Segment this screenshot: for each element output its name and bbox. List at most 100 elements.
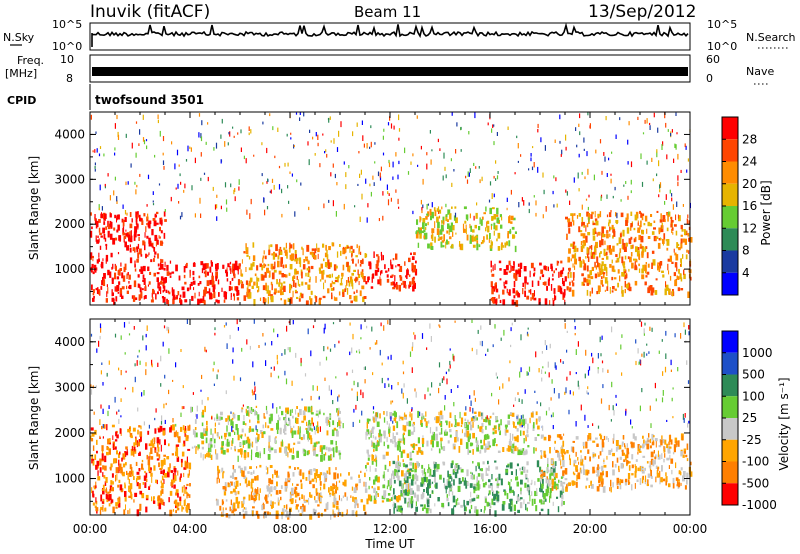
heatmap-cell <box>221 441 224 446</box>
heatmap-cell <box>307 406 311 413</box>
heatmap-cell <box>666 239 670 246</box>
heatmap-cell <box>401 416 404 421</box>
heatmap-cell <box>373 251 375 258</box>
heatmap-cell <box>312 422 314 427</box>
heatmap-cell <box>597 353 599 359</box>
heatmap-cell <box>618 465 620 471</box>
heatmap-cell <box>94 149 96 153</box>
heatmap-cell <box>398 284 401 292</box>
heatmap-cell <box>204 263 207 270</box>
heatmap-cell <box>403 383 405 388</box>
heatmap-cell <box>611 224 614 230</box>
heatmap-cell <box>630 190 632 194</box>
heatmap-cell <box>240 129 242 134</box>
heatmap-cell <box>363 276 366 283</box>
heatmap-cell <box>619 233 622 238</box>
heatmap-cell <box>329 348 332 352</box>
heatmap-cell <box>665 194 667 200</box>
heatmap-cell <box>450 486 452 491</box>
heatmap-cell <box>649 445 652 449</box>
heatmap-cell <box>606 173 608 177</box>
heatmap-cell <box>183 493 185 497</box>
heatmap-cell <box>121 290 123 297</box>
heatmap-cell <box>116 450 118 455</box>
heatmap-cell <box>686 169 688 173</box>
heatmap-cell <box>584 373 586 379</box>
heatmap-cell <box>427 203 429 206</box>
heatmap-cell <box>403 432 405 436</box>
heatmap-cell <box>413 252 416 256</box>
heatmap-cell <box>197 283 200 286</box>
heatmap-cell <box>359 290 362 297</box>
heatmap-cell <box>524 389 526 394</box>
heatmap-cell <box>387 356 389 360</box>
heatmap-cell <box>395 461 398 469</box>
heatmap-cell <box>293 430 297 435</box>
heatmap-cell <box>98 219 101 223</box>
heatmap-cell <box>637 222 639 226</box>
heatmap-cell <box>107 410 109 417</box>
heatmap-cell <box>588 194 590 198</box>
heatmap-cell <box>153 500 156 504</box>
heatmap-cell <box>656 236 659 239</box>
heatmap-cell <box>136 440 139 448</box>
heatmap-cell <box>586 390 588 394</box>
heatmap-cell <box>349 295 352 300</box>
heatmap-cell <box>453 355 455 362</box>
heatmap-cell <box>523 466 526 473</box>
heatmap-cell <box>116 474 118 481</box>
heatmap-cell <box>311 253 314 258</box>
heatmap-cell <box>599 435 603 440</box>
heatmap-cell <box>304 373 307 377</box>
heatmap-cell <box>410 252 412 255</box>
heatmap-cell <box>664 288 667 296</box>
heatmap-cell <box>423 235 426 239</box>
heatmap-cell <box>99 435 101 439</box>
heatmap-cell <box>600 196 602 201</box>
heatmap-cell <box>430 246 434 250</box>
heatmap-cell <box>675 254 679 261</box>
heatmap-cell <box>102 484 105 491</box>
heatmap-cell <box>256 466 258 469</box>
heatmap-cell <box>525 449 528 455</box>
heatmap-cell <box>475 212 478 219</box>
heatmap-cell <box>413 284 416 289</box>
cpid-value: twofsound 3501 <box>95 93 204 107</box>
colorbar-swatch <box>722 117 738 140</box>
heatmap-cell <box>252 408 254 412</box>
heatmap-cell <box>537 123 539 129</box>
heatmap-cell <box>253 470 255 474</box>
heatmap-cell <box>107 269 110 276</box>
heatmap-cell <box>417 242 420 248</box>
heatmap-cell <box>613 277 617 280</box>
heatmap-cell <box>259 297 262 301</box>
heatmap-cell <box>253 498 257 502</box>
heatmap-cell <box>151 476 153 483</box>
heatmap-cell <box>296 492 300 497</box>
heatmap-cell <box>556 434 560 438</box>
heatmap-cell <box>269 480 272 485</box>
heatmap-cell <box>312 484 315 489</box>
heatmap-cell <box>422 218 426 224</box>
heatmap-cell <box>251 389 253 393</box>
heatmap-cell <box>673 224 677 227</box>
heatmap-cell <box>278 184 281 190</box>
heatmap-cell <box>212 285 215 292</box>
heatmap-cell <box>364 488 368 493</box>
heatmap-cell <box>661 435 663 440</box>
heatmap-cell <box>619 275 621 282</box>
heatmap-cell <box>245 440 248 444</box>
heatmap-cell <box>148 464 151 471</box>
heatmap-cell <box>299 426 301 434</box>
heatmap-cell <box>544 298 548 305</box>
heatmap-cell <box>99 508 102 515</box>
heatmap-cell <box>624 274 627 280</box>
heatmap-cell <box>429 468 432 476</box>
heatmap-cell <box>234 508 236 512</box>
heatmap-cell <box>229 265 231 271</box>
heatmap-cell <box>289 289 291 294</box>
heatmap-cell <box>672 204 674 210</box>
heatmap-cell <box>648 465 650 468</box>
heatmap-cell <box>291 380 293 386</box>
heatmap-cell <box>124 496 127 502</box>
